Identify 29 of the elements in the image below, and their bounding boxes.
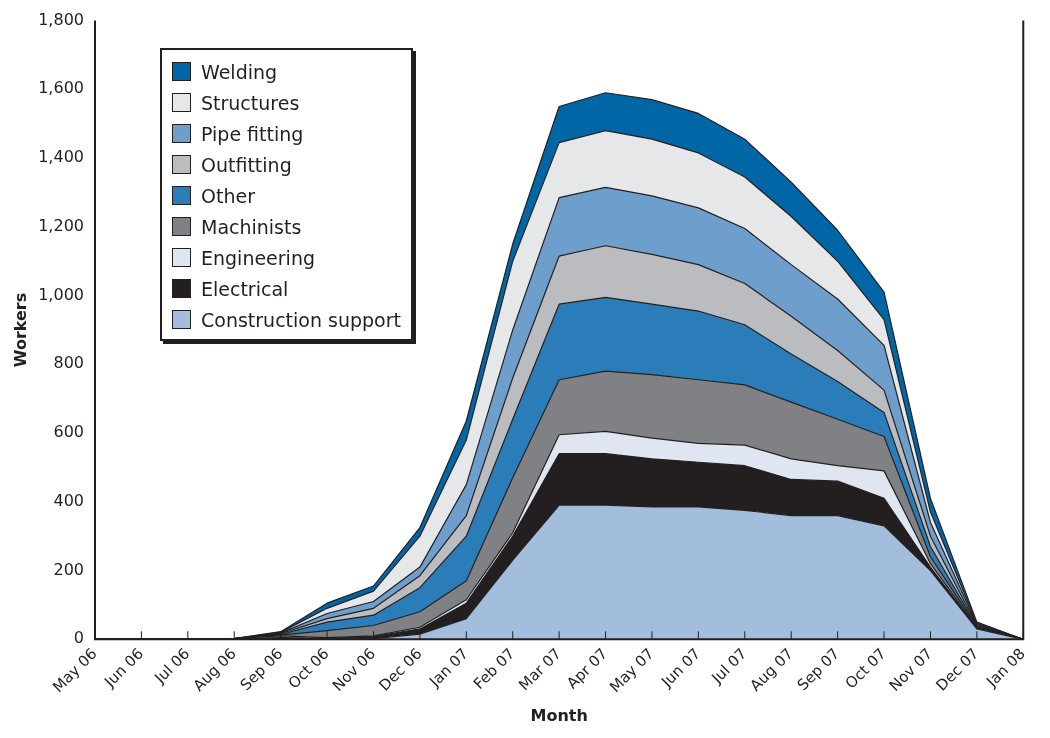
x-tick-label: Jan 07 xyxy=(425,644,472,692)
x-tick-label: Jun 06 xyxy=(100,644,147,692)
x-tick-label: Jul 07 xyxy=(707,644,751,688)
legend-label: Electrical xyxy=(201,277,289,300)
legend-label: Welding xyxy=(201,60,278,83)
x-tick-label: Jul 06 xyxy=(150,644,194,688)
x-tick-label: Jan 08 xyxy=(982,644,1029,692)
legend-label: Other xyxy=(201,184,255,207)
legend-label: Outfitting xyxy=(201,153,292,176)
legend-label: Construction support xyxy=(201,308,401,331)
y-tick-label: 1,000 xyxy=(38,284,84,304)
y-tick-label: 600 xyxy=(53,422,84,442)
legend-label: Structures xyxy=(201,91,300,114)
y-tick-label: 1,600 xyxy=(38,78,84,98)
y-tick-label: 1,800 xyxy=(38,9,84,29)
legend-label: Engineering xyxy=(201,246,315,269)
y-tick-label: 1,400 xyxy=(38,147,84,167)
x-tick-label: Sep 06 xyxy=(236,644,287,695)
x-tick-label: Jun 07 xyxy=(657,644,704,692)
y-tick-label: 1,200 xyxy=(38,215,84,235)
x-axis-title: Month xyxy=(530,705,588,725)
x-tick-label: Sep 07 xyxy=(793,644,844,695)
y-tick-label: 800 xyxy=(53,353,84,373)
y-tick-label: 400 xyxy=(53,490,84,510)
y-tick-label: 200 xyxy=(53,559,84,579)
y-tick-label: 0 xyxy=(73,628,84,648)
legend-label: Pipe fitting xyxy=(201,122,304,145)
legend-label: Machinists xyxy=(201,215,302,238)
y-axis-title: Workers xyxy=(10,292,30,368)
